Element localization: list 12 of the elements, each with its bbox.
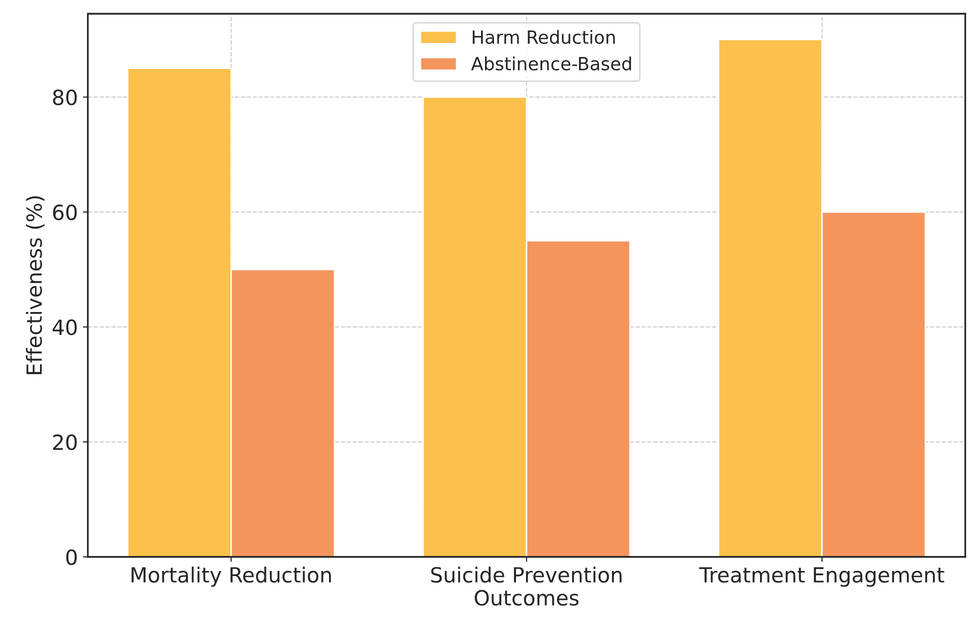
x-tick-label: Mortality Reduction <box>132 566 331 587</box>
y-tick-label: 60 <box>53 204 77 220</box>
x-tick-label: Suicide Prevention <box>431 566 622 583</box>
y-tick-label: 80 <box>53 90 77 106</box>
y-tick-label: 0 <box>66 549 77 566</box>
legend-label: Harm Reduction <box>472 30 615 44</box>
y-tick-label: 20 <box>53 434 77 450</box>
y-tick-label: 40 <box>52 319 77 336</box>
y-axis-title: Effectiveness (%) <box>26 196 44 374</box>
x-axis-title: Outcomes <box>474 590 579 606</box>
legend-label: Abstinence-Based <box>471 56 632 70</box>
x-tick-label: Treatment Engagement <box>699 567 944 587</box>
